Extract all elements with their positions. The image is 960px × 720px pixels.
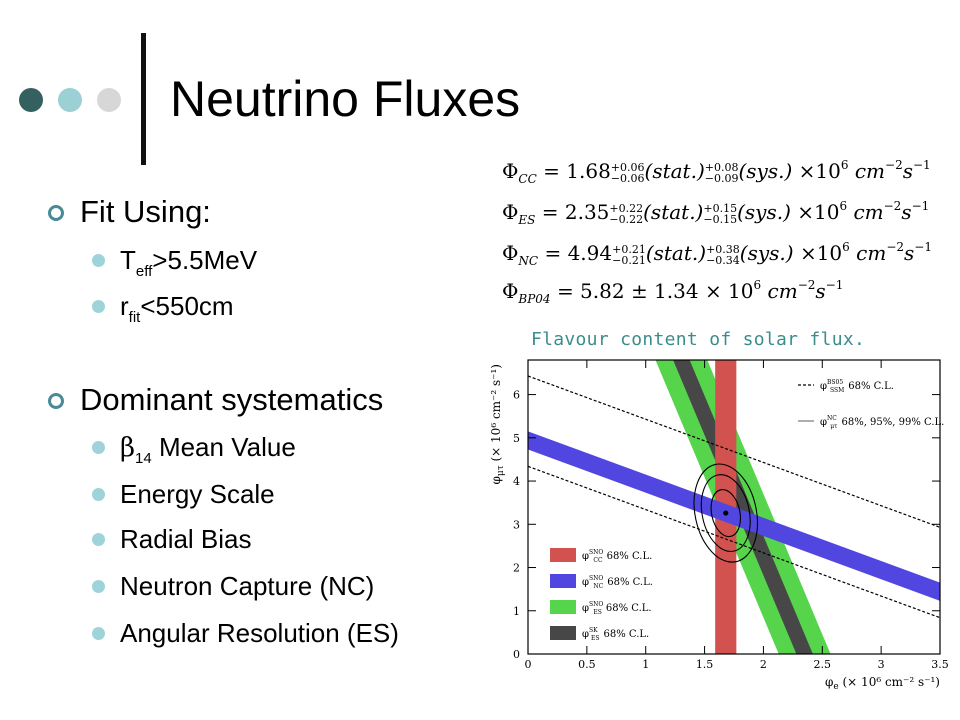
ssm-dashed-line-1 xyxy=(528,465,940,619)
item-base: T xyxy=(120,245,136,275)
item-rest: >5.5MeV xyxy=(152,245,258,275)
equation-cc: ΦCC = 1.68 +0.06 −0.06 (stat.) +0.08 −0.09 (sy… xyxy=(502,158,931,186)
x-tick-label: 0 xyxy=(525,658,532,671)
legend-swatch-es xyxy=(550,626,576,640)
legend-label-band: φSNO NC 68% C.L. xyxy=(582,575,653,590)
item-sub: 14 xyxy=(135,450,152,467)
item-rest: Mean Value xyxy=(151,432,296,462)
plot-frame xyxy=(527,359,941,655)
section-heading: Fit Using: xyxy=(80,194,211,229)
legend-swatch-es xyxy=(550,600,576,614)
dot-bullet-icon xyxy=(92,254,105,267)
x-tick-label: 2 xyxy=(760,658,767,671)
ring-bullet-icon xyxy=(48,393,64,409)
item-base: r xyxy=(120,291,129,321)
dot-bullet-icon xyxy=(92,300,105,313)
y-tick-label: 4 xyxy=(513,475,520,488)
ssm-dashed-line-2 xyxy=(528,375,940,528)
item-rest: <550cm xyxy=(140,291,234,321)
item-sub: fit xyxy=(128,309,141,326)
section-heading: Dominant systematics xyxy=(80,382,384,417)
legend-label-band: φSK ES 68% C.L. xyxy=(582,627,649,642)
item-text: Angular Resolution (ES) xyxy=(120,618,399,648)
item-text: Radial Bias xyxy=(120,524,252,554)
decor-dot-mid xyxy=(58,88,82,112)
legend-label-ssm: φBS05 SSM 68% C.L. xyxy=(820,379,894,394)
decor-dot-light xyxy=(97,88,121,112)
contour-99pct xyxy=(693,463,758,563)
dot-bullet-icon xyxy=(92,488,105,501)
y-tick-label: 1 xyxy=(513,605,520,618)
dot-bullet-icon xyxy=(92,533,105,546)
equation-bp04: ΦBP04 = 5.82 ± 1.34 × 106 cm−2s−1 xyxy=(502,278,844,306)
y-tick-label: 6 xyxy=(513,389,520,402)
band-φ-sno-nc xyxy=(528,431,940,601)
title-divider xyxy=(141,33,146,165)
ring-bullet-icon xyxy=(48,205,64,221)
contour-68pct xyxy=(710,489,741,538)
y-tick-label: 0 xyxy=(513,648,520,661)
item-text: Neutron Capture (NC) xyxy=(120,571,375,601)
legend-label-band: φSNO ES 68% C.L. xyxy=(582,601,652,616)
item-text: Energy Scale xyxy=(120,479,275,509)
page-title: Neutrino Fluxes xyxy=(170,71,521,127)
equation-es: ΦES = 2.35 +0.22 −0.22 (stat.) +0.15 −0.15 (sy… xyxy=(502,199,930,227)
decor-dot-dark xyxy=(19,88,43,112)
band-φ-sk-es xyxy=(673,360,813,654)
x-tick-label: 3 xyxy=(878,658,885,671)
flavour-flux-chart: 0 0.5 1 1.5 2 2.5 3 3.5 0 1 2 3 4 5 6 φe (× 10⁶ cm⁻² s⁻… xyxy=(489,359,948,692)
y-tick-label: 3 xyxy=(513,518,520,531)
x-tick-label: 1.5 xyxy=(696,658,714,671)
equation-nc: ΦNC = 4.94 +0.21 −0.21 (stat.) +0.38 −0.34 (sy… xyxy=(502,240,932,268)
y-tick-label: 2 xyxy=(513,562,520,575)
x-tick-label: 0.5 xyxy=(578,658,596,671)
legend-label-contours: φNC μτ 68%, 95%, 99% C.L. xyxy=(820,415,944,430)
y-tick-label: 5 xyxy=(513,432,520,445)
legend-swatch-nc xyxy=(550,574,576,588)
x-tick-label: 2.5 xyxy=(814,658,832,671)
best-fit-point xyxy=(723,510,729,516)
y-axis-label: φμτ (× 10⁶ cm⁻² s⁻¹) xyxy=(489,364,506,485)
x-tick-label: 3.5 xyxy=(931,658,948,671)
figure-caption: Flavour content of solar flux. xyxy=(531,329,866,350)
dot-bullet-icon xyxy=(92,627,105,640)
contour-95pct xyxy=(700,474,751,552)
legend-label-band: φSNO CC 68% C.L. xyxy=(582,549,652,564)
x-tick-label: 1 xyxy=(642,658,649,671)
item-sub: eff xyxy=(135,263,153,280)
x-axis-label: φe (× 10⁶ cm⁻² s⁻¹) xyxy=(825,675,940,692)
item-greek: β xyxy=(120,433,136,463)
dot-bullet-icon xyxy=(92,441,105,454)
dot-bullet-icon xyxy=(92,580,105,593)
legend-swatch-cc xyxy=(550,548,576,562)
